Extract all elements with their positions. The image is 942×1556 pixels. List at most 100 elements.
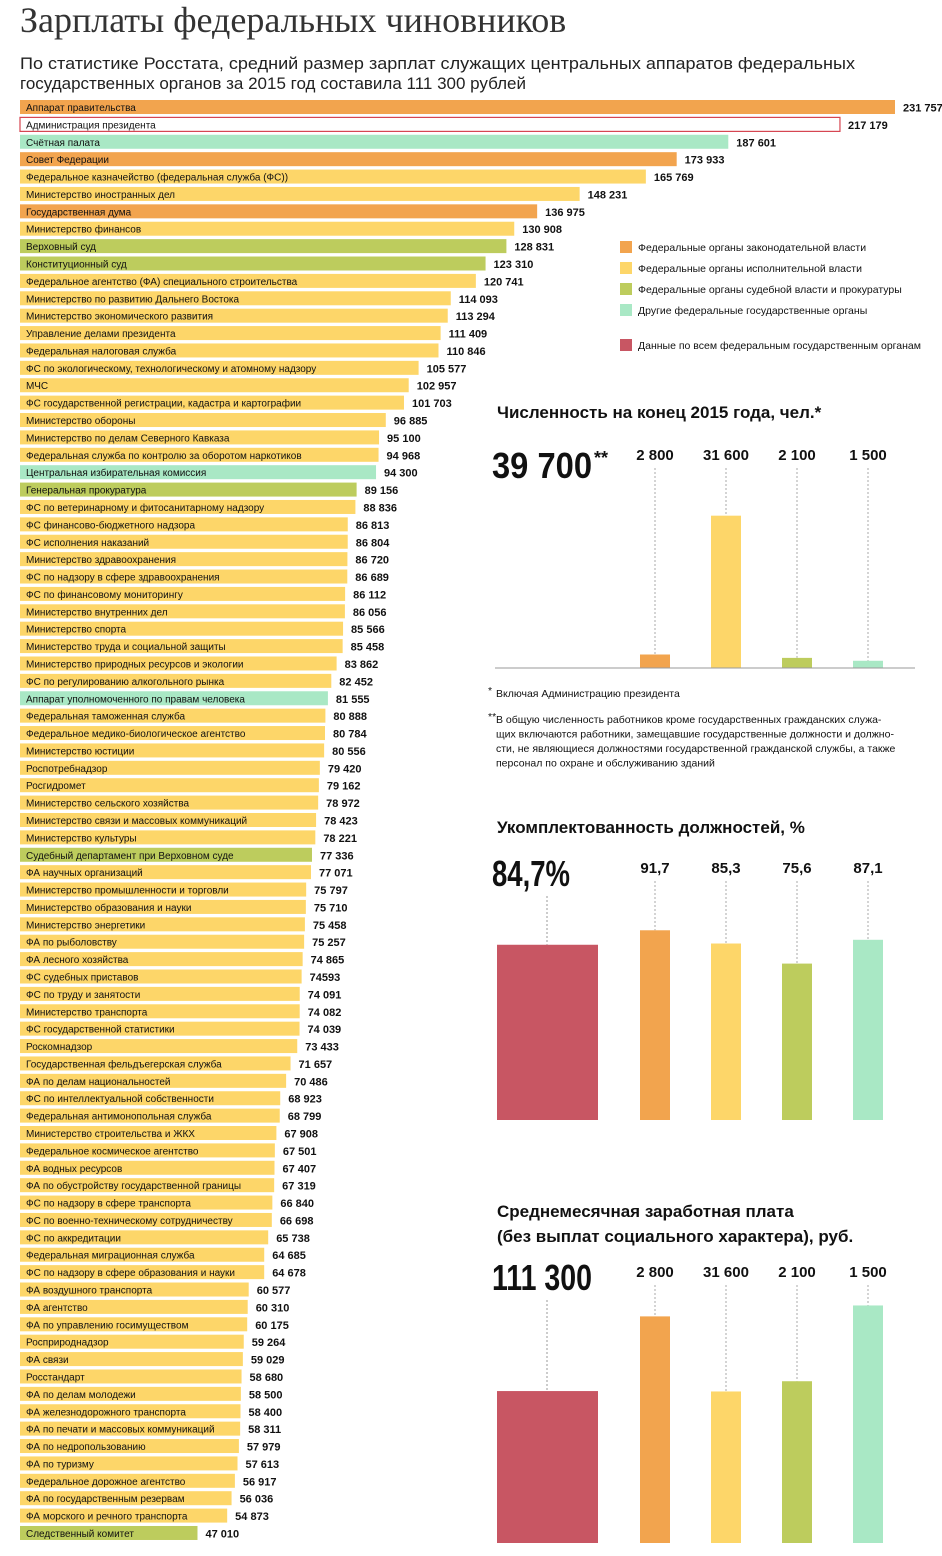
value-label: 74 091 [308, 989, 342, 1001]
bar-label: ФС по экологическому, технологическому и… [26, 364, 316, 375]
value-label: 87,1 [853, 860, 882, 877]
legend-label: Федеральные органы законодательной власт… [638, 242, 866, 254]
bar-label: ФА научных организаций [26, 868, 143, 879]
value-label: 86 112 [353, 589, 386, 601]
value-label: 74 039 [308, 1024, 342, 1036]
value-label: 101 703 [412, 398, 452, 410]
bar [20, 1143, 275, 1158]
value-label: 80 556 [332, 746, 366, 758]
bar-label: ФС государственной статистики [26, 1025, 175, 1036]
bar-label: Роскомнадзор [26, 1042, 93, 1053]
bar [20, 1334, 244, 1349]
value-label: 85,3 [711, 860, 740, 877]
value-label: 80 888 [333, 711, 367, 723]
bar [20, 343, 439, 358]
bar [20, 812, 317, 827]
bar [20, 1386, 241, 1401]
subtitle: По статистике Росстата, средний размер з… [20, 54, 856, 73]
value-label: 91,7 [640, 860, 669, 877]
value-label: 74 865 [311, 955, 345, 967]
value-label: 66 840 [280, 1198, 314, 1210]
bar-label: Федеральное дорожное агентство [26, 1477, 186, 1488]
bar [20, 1178, 275, 1193]
value-label: 54 873 [235, 1511, 269, 1523]
bar [20, 1369, 242, 1384]
value-label: 88 836 [363, 502, 397, 514]
bar-label: ФА воздушного транспорта [26, 1286, 153, 1297]
value-label: 86 720 [355, 555, 389, 567]
bar [20, 517, 348, 532]
bar-label: Конституционный суд [26, 260, 127, 271]
bar [782, 1381, 812, 1543]
bar [640, 1316, 670, 1543]
chart-title: Численность на конец 2015 года, чел.* [497, 403, 822, 422]
bar-label: Федеральная таможенная служба [26, 711, 185, 723]
bar [20, 134, 729, 149]
value-label: 102 957 [417, 381, 457, 393]
bar [20, 239, 507, 254]
bar-label: Государственная фельдъегерская служба [26, 1058, 222, 1070]
value-label: 89 156 [365, 485, 399, 497]
bar [20, 865, 311, 880]
value-label: 110 846 [446, 346, 485, 358]
bar [640, 654, 670, 668]
bar-label: Федеральное агентство (ФА) специального … [26, 277, 298, 288]
value-label: 68 799 [288, 1111, 322, 1123]
note: персонал по охране и обслуживанию зданий [496, 758, 715, 770]
bar [20, 673, 332, 688]
value-label: 60 310 [256, 1302, 290, 1314]
bar [20, 100, 895, 114]
bar [20, 430, 380, 445]
value-label: 74593 [310, 972, 341, 984]
bar [20, 1021, 300, 1036]
bar [20, 552, 348, 567]
value-label: 75 797 [314, 885, 348, 897]
value-label: 123 310 [494, 259, 534, 271]
bar [20, 917, 305, 932]
bar-label: Министерство энергетики [26, 920, 145, 931]
bar [20, 1352, 243, 1367]
value-label: 64 678 [272, 1268, 306, 1280]
bar-label: Министерство природных ресурсов и эколог… [26, 659, 244, 670]
value-label: 94 968 [387, 450, 421, 462]
bar-label: ФС по надзору в сфере образования и наук… [26, 1267, 235, 1279]
bar [20, 1195, 273, 1210]
bar-label: Министерство юстиции [26, 746, 134, 757]
bar-label: ФА водных ресурсов [26, 1164, 122, 1175]
bar [20, 1282, 249, 1297]
value-label: 68 923 [288, 1094, 322, 1106]
bar-label: ФС государственной регистрации, кадастра… [26, 398, 301, 410]
bar-label: Министерство финансов [26, 224, 141, 236]
value-label: 78 972 [326, 798, 360, 810]
bar-label: МЧС [26, 381, 48, 392]
total-label: 84,7% [492, 853, 570, 894]
bar-label: Верховный суд [26, 242, 96, 253]
chart-title: Укомплектованность должностей, % [497, 818, 805, 837]
bar [20, 1247, 265, 1262]
value-label: 82 452 [339, 676, 373, 688]
bar [20, 760, 320, 775]
bar-label: ФС судебных приставов [26, 972, 138, 984]
value-label: 130 908 [522, 224, 562, 236]
bar-label: Центральная избирательная комиссия [26, 467, 206, 479]
bar-label: Министерство сельского хозяйства [26, 799, 190, 810]
bar-label: ФС по надзору в сфере транспорта [26, 1198, 191, 1210]
value-label: 78 221 [323, 833, 357, 845]
bar-label: ФА агентство [26, 1303, 88, 1314]
value-label: 86 813 [356, 520, 390, 532]
bar [20, 604, 345, 619]
legend-swatch [620, 283, 632, 295]
page-title: Зарплаты федеральных чиновников [20, 0, 566, 40]
value-label: 81 555 [336, 694, 370, 706]
bar-label: Управление делами президента [26, 329, 176, 340]
bar-label: ФА по рыболовству [26, 937, 117, 949]
bar [20, 152, 677, 167]
value-label: 86 056 [353, 607, 387, 619]
bar [20, 830, 316, 845]
bar-label: ФС исполнения наказаний [26, 538, 149, 549]
value-label: 67 501 [283, 1146, 317, 1158]
value-label: 66 698 [280, 1215, 314, 1227]
total-label: 111 300 [492, 1257, 592, 1298]
value-label: 173 933 [685, 155, 725, 167]
